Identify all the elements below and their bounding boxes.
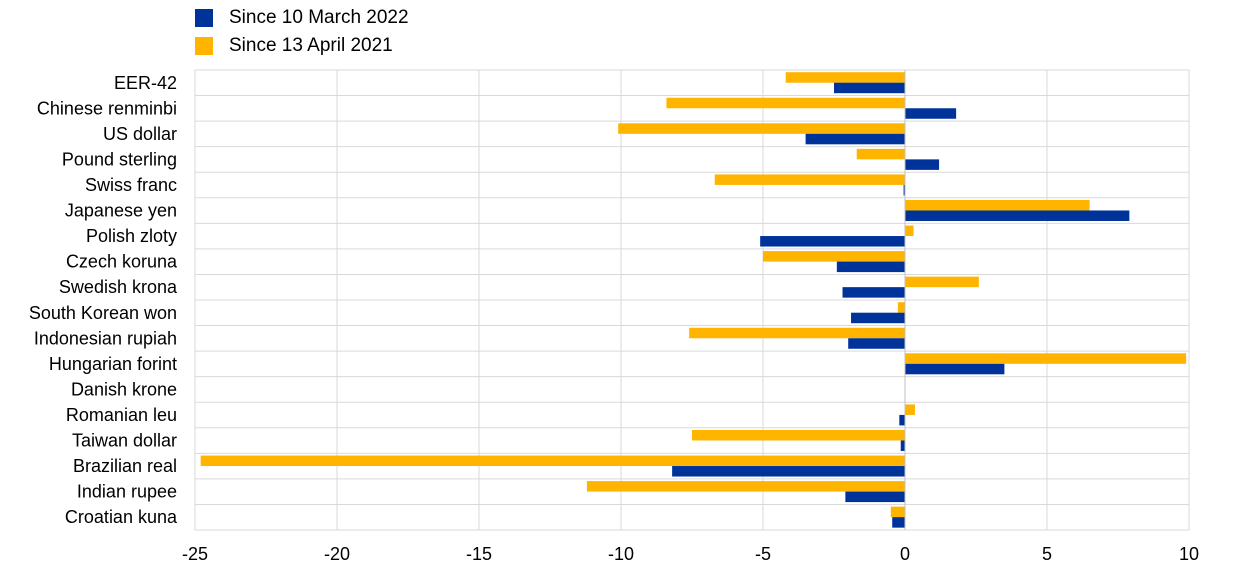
- bar-since-march-2022: [903, 184, 905, 196]
- x-tick-label: -25: [182, 544, 208, 564]
- category-label: Danish krone: [71, 379, 177, 399]
- category-label: Pound sterling: [62, 149, 177, 169]
- x-tick-label: 10: [1179, 544, 1199, 564]
- category-label: Swedish krona: [59, 277, 178, 297]
- x-tick-label: 0: [900, 544, 910, 564]
- category-label: South Korean won: [29, 303, 177, 323]
- bar-since-april-2021: [586, 481, 905, 492]
- category-label: Czech koruna: [66, 252, 178, 272]
- x-tick-label: -20: [324, 544, 350, 564]
- x-tick-label: -15: [466, 544, 492, 564]
- category-label: Romanian leu: [66, 405, 177, 425]
- bar-since-march-2022: [834, 82, 905, 94]
- bar-since-april-2021: [666, 97, 905, 109]
- category-label: Japanese yen: [65, 201, 177, 221]
- bar-since-march-2022: [845, 491, 905, 503]
- bar-since-april-2021: [618, 123, 905, 134]
- category-label: US dollar: [103, 124, 177, 144]
- bar-since-april-2021: [905, 353, 1187, 364]
- category-label: Hungarian forint: [49, 354, 177, 374]
- bar-since-march-2022: [892, 517, 905, 528]
- bar-since-march-2022: [905, 108, 957, 119]
- x-tick-label: -5: [755, 544, 771, 564]
- bar-since-april-2021: [689, 327, 905, 339]
- category-label: Taiwan dollar: [72, 431, 177, 451]
- bar-since-march-2022: [900, 440, 905, 451]
- legend: Since 10 March 2022 Since 13 April 2021: [195, 4, 409, 60]
- bar-since-march-2022: [905, 210, 1130, 221]
- bar-since-april-2021: [890, 506, 905, 518]
- bar-since-march-2022: [848, 338, 905, 349]
- category-label: Indian rupee: [77, 482, 177, 502]
- bar-since-march-2022: [842, 287, 905, 298]
- bar-since-april-2021: [856, 148, 905, 160]
- bar-since-march-2022: [805, 133, 905, 145]
- category-label: Swiss franc: [85, 175, 177, 195]
- bar-since-march-2022: [836, 261, 905, 273]
- x-tick-label: -10: [608, 544, 634, 564]
- bar-since-april-2021: [905, 276, 979, 288]
- legend-label: Since 10 March 2022: [229, 7, 409, 28]
- bar-since-april-2021: [905, 199, 1090, 211]
- bar-since-march-2022: [672, 466, 905, 477]
- category-label: Chinese renminbi: [37, 98, 177, 118]
- bar-since-march-2022: [760, 236, 905, 247]
- bar-since-april-2021: [714, 174, 905, 185]
- category-label: Indonesian rupiah: [34, 328, 177, 348]
- bar-since-april-2021: [200, 455, 905, 467]
- category-label: Croatian kuna: [65, 507, 178, 527]
- bar-since-april-2021: [905, 225, 914, 237]
- bar-since-april-2021: [763, 251, 905, 262]
- category-label: Brazilian real: [73, 456, 177, 476]
- legend-swatch-blue: [195, 9, 213, 27]
- x-tick-label: 5: [1042, 544, 1052, 564]
- bar-since-april-2021: [785, 72, 905, 83]
- bar-since-march-2022: [905, 363, 1005, 375]
- legend-item-april-2021: Since 13 April 2021: [195, 32, 409, 60]
- bar-since-march-2022: [905, 159, 940, 170]
- bar-since-april-2021: [692, 429, 905, 441]
- legend-label: Since 13 April 2021: [229, 35, 393, 56]
- legend-item-march-2022: Since 10 March 2022: [195, 4, 409, 32]
- bar-since-march-2022: [851, 312, 905, 324]
- category-label: Polish zloty: [86, 226, 177, 246]
- bar-since-april-2021: [897, 302, 905, 313]
- bar-since-april-2021: [905, 404, 915, 415]
- bar-since-march-2022: [899, 414, 905, 426]
- legend-swatch-yellow: [195, 37, 213, 55]
- category-label: EER-42: [114, 73, 177, 93]
